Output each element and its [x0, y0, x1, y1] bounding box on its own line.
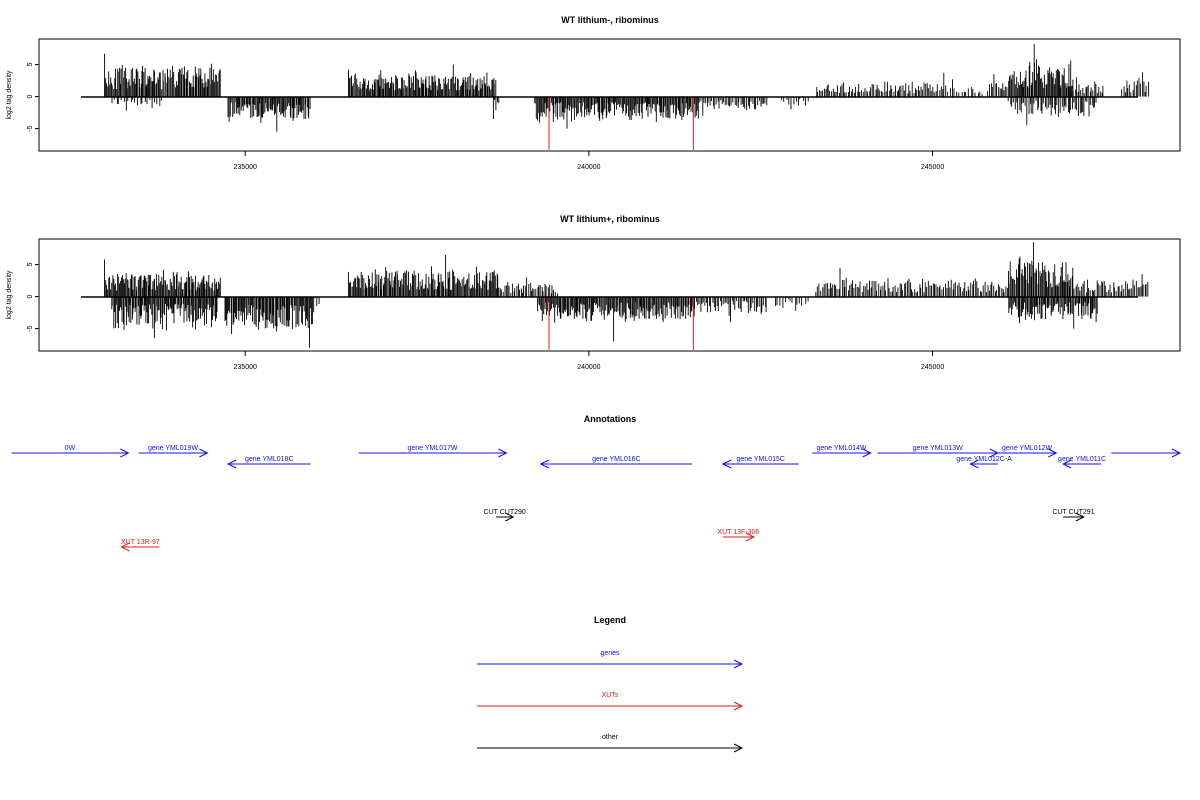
- annotation-feature: gene YML015C: [721, 456, 799, 469]
- annotation-features: 0W gene YML019W gene YML018C gene YML017W ge…: [11, 445, 1182, 552]
- y-tick-label: 0: [27, 95, 34, 99]
- feature-arrow-head: [1062, 459, 1072, 469]
- feature-arrow-head: [745, 532, 755, 542]
- feature-label: gene YML017W: [407, 445, 457, 452]
- highlight-bars: [548, 296, 694, 350]
- x-tick-label: 235000: [234, 364, 257, 371]
- feature-arrow-head: [539, 459, 549, 469]
- y-axis: -5 0 5: [27, 63, 40, 132]
- legend-label: XUTs: [602, 692, 619, 699]
- annotation-feature: gene YML011C: [1058, 456, 1106, 469]
- legend-item: XUTs: [477, 692, 744, 711]
- annotation-feature: gene YML012W: [997, 445, 1058, 458]
- feature-arrow-head: [721, 459, 732, 469]
- feature-arrow-head: [733, 701, 744, 711]
- feature-arrow-head: [1075, 512, 1085, 522]
- panel-wt-lithium-minus: WT lithium-, ribominus log2 tag density …: [6, 15, 1181, 171]
- feature-label: gene YML014W: [816, 445, 866, 452]
- feature-arrow-head: [226, 459, 237, 469]
- y-tick-label: 5: [27, 263, 34, 267]
- legend-item: genes: [477, 650, 744, 669]
- x-axis: 235000 240000 245000: [234, 150, 944, 171]
- annotations-title: Annotations: [584, 414, 637, 424]
- tag-density-bars: [104, 44, 1150, 132]
- feature-label: gene YML019W: [148, 445, 198, 452]
- feature-label: gene YML018C: [245, 456, 294, 463]
- y-axis: -5 0 5: [27, 263, 40, 332]
- feature-label: CUT CUT290: [484, 509, 526, 516]
- annotations-track: Annotations 0W gene YML019W gene YML018C ge…: [11, 414, 1182, 552]
- annotation-feature: CUT CUT290: [484, 509, 526, 522]
- annotation-feature: gene YML016C: [539, 456, 692, 469]
- legend-label: other: [602, 734, 619, 741]
- legend-item: other: [477, 734, 744, 753]
- annotation-feature: gene YML017W: [358, 445, 508, 458]
- x-tick-label: 235000: [234, 164, 257, 171]
- y-axis-label: log2 tag density: [6, 70, 13, 120]
- annotation-feature: XUT 13F-306: [717, 529, 759, 542]
- feature-label: CUT CUT291: [1052, 509, 1094, 516]
- legend-title: Legend: [594, 615, 626, 625]
- feature-arrow-head: [1048, 448, 1058, 458]
- annotation-feature: 0W: [11, 445, 130, 458]
- feature-arrow-head: [1171, 448, 1182, 458]
- feature-label: XUT 13F-306: [717, 529, 759, 536]
- panel-title: WT lithium-, ribominus: [561, 15, 659, 25]
- tag-density-bars: [104, 242, 1149, 348]
- feature-arrow-head: [120, 448, 130, 458]
- y-axis-label: log2 tag density: [6, 270, 13, 320]
- feature-arrow-head: [862, 448, 872, 458]
- y-tick-label: -5: [27, 125, 34, 131]
- legend-label: genes: [600, 650, 620, 657]
- annotation-feature: XUT 13R-97: [120, 539, 160, 552]
- feature-arrow-head: [199, 448, 209, 458]
- feature-arrow-head: [505, 512, 515, 522]
- panel-wt-lithium-plus: WT lithium+, ribominus log2 tag density …: [6, 214, 1181, 371]
- feature-arrow-head: [733, 659, 744, 669]
- legend-items: genes XUTs other: [477, 650, 744, 753]
- feature-arrow-head: [498, 448, 508, 458]
- feature-arrow-head: [969, 459, 979, 469]
- feature-label: gene YML013W: [913, 445, 963, 452]
- feature-label: 0W: [65, 445, 76, 452]
- feature-arrow-head: [120, 542, 130, 552]
- annotation-feature: CUT CUT291: [1052, 509, 1095, 522]
- y-tick-label: -5: [27, 325, 34, 331]
- x-tick-label: 240000: [577, 164, 600, 171]
- annotation-feature: [1111, 448, 1182, 458]
- highlight-bars: [548, 96, 694, 150]
- annotation-feature: gene YML019W: [138, 445, 209, 458]
- feature-label: XUT 13R-97: [121, 539, 160, 546]
- annotation-feature: gene YML018C: [226, 456, 311, 469]
- panel-title: WT lithium+, ribominus: [560, 214, 660, 224]
- x-tick-label: 240000: [577, 364, 600, 371]
- y-tick-label: 5: [27, 63, 34, 67]
- annotation-feature: gene YML014W: [812, 445, 872, 458]
- legend: Legend genes XUTs other: [477, 615, 744, 753]
- y-tick-label: 0: [27, 295, 34, 299]
- x-axis: 235000 240000 245000: [234, 350, 944, 371]
- x-tick-label: 245000: [921, 364, 944, 371]
- annotation-feature: gene YML012C-A: [956, 456, 1012, 469]
- feature-label: gene YML011C: [1058, 456, 1106, 463]
- feature-label: gene YML015C: [736, 456, 785, 463]
- feature-label: gene YML016C: [592, 456, 641, 463]
- feature-label: gene YML012C-A: [956, 456, 1012, 463]
- feature-label: gene YML012W: [1002, 445, 1052, 452]
- feature-arrow-head: [733, 743, 744, 753]
- x-tick-label: 245000: [921, 164, 944, 171]
